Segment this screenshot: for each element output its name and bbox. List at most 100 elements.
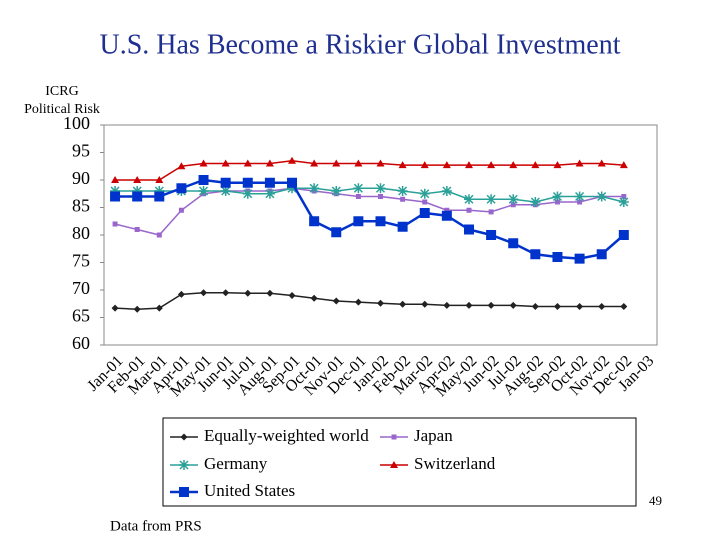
data-point: [422, 199, 428, 205]
data-point: [553, 303, 561, 310]
data-point: [552, 252, 563, 262]
data-point: [618, 197, 629, 207]
data-point: [575, 159, 584, 167]
data-point: [332, 297, 340, 305]
data-point: [198, 186, 209, 196]
data-point: [399, 300, 407, 308]
data-point: [176, 183, 187, 194]
data-point: [530, 249, 541, 260]
data-point: [354, 159, 363, 167]
data-point: [264, 188, 275, 199]
legend-marker: [180, 433, 188, 441]
data-point: [309, 216, 320, 227]
data-point: [134, 227, 140, 232]
data-point: [509, 301, 517, 309]
y-tick-label: 65: [72, 306, 90, 326]
data-point: [112, 221, 118, 227]
series-line: [115, 159, 624, 181]
data-point: [221, 159, 230, 167]
data-point: [488, 209, 494, 215]
data-point: [421, 300, 429, 308]
y-axis-label: Political Risk: [24, 102, 100, 117]
data-point: [154, 191, 165, 202]
legend-label: Japan: [414, 426, 453, 445]
legend-marker: [179, 487, 189, 497]
data-point: [397, 186, 408, 196]
data-point: [220, 186, 231, 196]
series-line: [115, 178, 625, 260]
data-point: [287, 177, 298, 188]
data-point: [353, 183, 364, 194]
data-point: [288, 156, 297, 164]
data-point: [288, 292, 296, 299]
data-point: [531, 161, 540, 169]
data-point: [444, 207, 450, 213]
data-point: [331, 227, 342, 238]
data-point: [331, 186, 342, 196]
data-point: [620, 303, 628, 310]
data-point: [200, 289, 208, 297]
data-point: [244, 289, 252, 297]
data-point: [487, 161, 496, 169]
data-point: [377, 299, 384, 307]
data-point: [509, 161, 518, 169]
data-point: [598, 303, 606, 310]
chart-title: U.S. Has Become a Riskier Global Investm…: [99, 29, 620, 60]
data-point: [443, 301, 451, 309]
data-point: [310, 294, 318, 302]
data-point: [553, 161, 562, 169]
data-point: [486, 194, 497, 205]
data-point: [154, 186, 165, 196]
data-point: [376, 159, 385, 167]
source: Data from PRS: [110, 518, 202, 534]
data-point: [378, 194, 383, 199]
y-tick-label: 80: [72, 223, 90, 243]
data-point: [310, 159, 319, 167]
data-point: [222, 289, 230, 297]
data-point: [508, 238, 519, 249]
data-point: [596, 191, 607, 202]
y-tick-label: 75: [72, 251, 90, 271]
data-point: [463, 194, 474, 205]
data-point: [619, 161, 628, 169]
data-point: [177, 290, 185, 298]
data-point: [155, 176, 164, 183]
data-point: [400, 196, 406, 202]
data-point: [530, 197, 541, 207]
data-point: [133, 176, 142, 183]
legend-label: Equally-weighted world: [204, 426, 369, 445]
data-point: [354, 298, 362, 306]
y-tick-label: 95: [72, 141, 90, 161]
series-line: [114, 187, 624, 236]
data-point: [132, 191, 143, 202]
y-tick-label: 100: [63, 113, 90, 133]
data-point: [266, 289, 274, 297]
data-point: [621, 194, 627, 199]
data-point: [265, 159, 274, 167]
data-point: [486, 230, 497, 240]
data-point: [243, 159, 252, 167]
series-line: [115, 187, 625, 203]
legend-label: Switzerland: [414, 454, 496, 473]
data-point: [487, 301, 495, 309]
y-axis-label: ICRG: [45, 84, 78, 99]
data-point: [464, 161, 473, 169]
data-point: [466, 207, 472, 213]
legend-marker: [390, 461, 398, 468]
data-point: [577, 199, 583, 205]
y-tick-label: 70: [72, 278, 90, 298]
data-point: [199, 159, 208, 167]
data-point: [242, 188, 253, 199]
data-point: [110, 186, 121, 196]
data-point: [596, 249, 607, 260]
y-tick-label: 60: [72, 333, 90, 353]
data-point: [177, 162, 186, 170]
data-point: [110, 191, 121, 202]
data-point: [531, 303, 539, 310]
legend-label: United States: [204, 481, 295, 500]
data-point: [508, 194, 519, 205]
data-point: [220, 177, 231, 188]
y-tick-label: 90: [72, 168, 90, 188]
data-point: [375, 216, 386, 227]
